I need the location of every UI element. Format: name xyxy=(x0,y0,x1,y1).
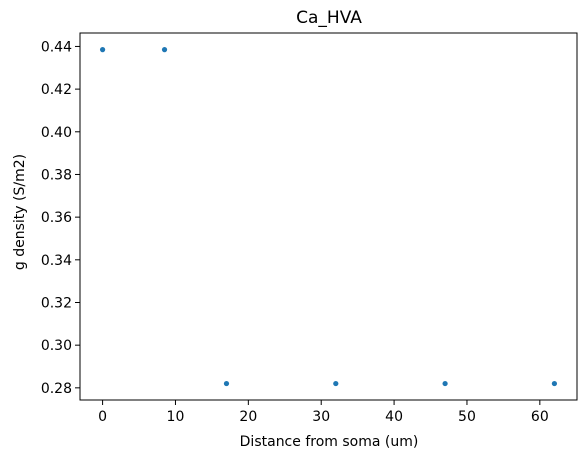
chart-title: Ca_HVA xyxy=(296,8,362,28)
y-tick-label: 0.34 xyxy=(41,253,72,269)
x-tick-label: 60 xyxy=(531,409,549,425)
data-point xyxy=(161,47,168,53)
data-point xyxy=(99,47,106,53)
y-tick-label: 0.30 xyxy=(41,338,72,354)
y-tick-label: 0.42 xyxy=(41,82,72,98)
data-point xyxy=(551,380,558,387)
x-tick-label: 30 xyxy=(312,409,330,425)
y-tick-label: 0.38 xyxy=(41,167,72,183)
data-point xyxy=(333,380,339,387)
y-tick-label: 0.28 xyxy=(41,381,72,397)
x-axis-ticks: 0 10 20 30 40 50 60 xyxy=(98,400,549,425)
x-tick-label: 50 xyxy=(458,409,476,425)
y-axis-ticks: 0.28 0.30 0.32 0.34 0.36 0.38 0.40 0.42 0.44 xyxy=(41,39,80,397)
y-tick-label: 0.36 xyxy=(41,210,72,226)
x-tick-label: 0 xyxy=(98,409,107,425)
x-tick-label: 40 xyxy=(385,409,403,425)
plot-frame xyxy=(79,32,578,401)
x-tick-label: 10 xyxy=(167,409,185,425)
y-tick-label: 0.44 xyxy=(41,39,72,55)
data-point xyxy=(442,380,448,387)
data-point xyxy=(223,380,230,387)
y-tick-label: 0.32 xyxy=(41,295,72,311)
y-axis-label: g density (S/m2) xyxy=(12,154,28,270)
x-axis-label: Distance from soma (um) xyxy=(240,434,419,450)
x-tick-label: 20 xyxy=(239,409,257,425)
y-tick-label: 0.40 xyxy=(41,125,72,141)
data-points xyxy=(99,47,558,387)
